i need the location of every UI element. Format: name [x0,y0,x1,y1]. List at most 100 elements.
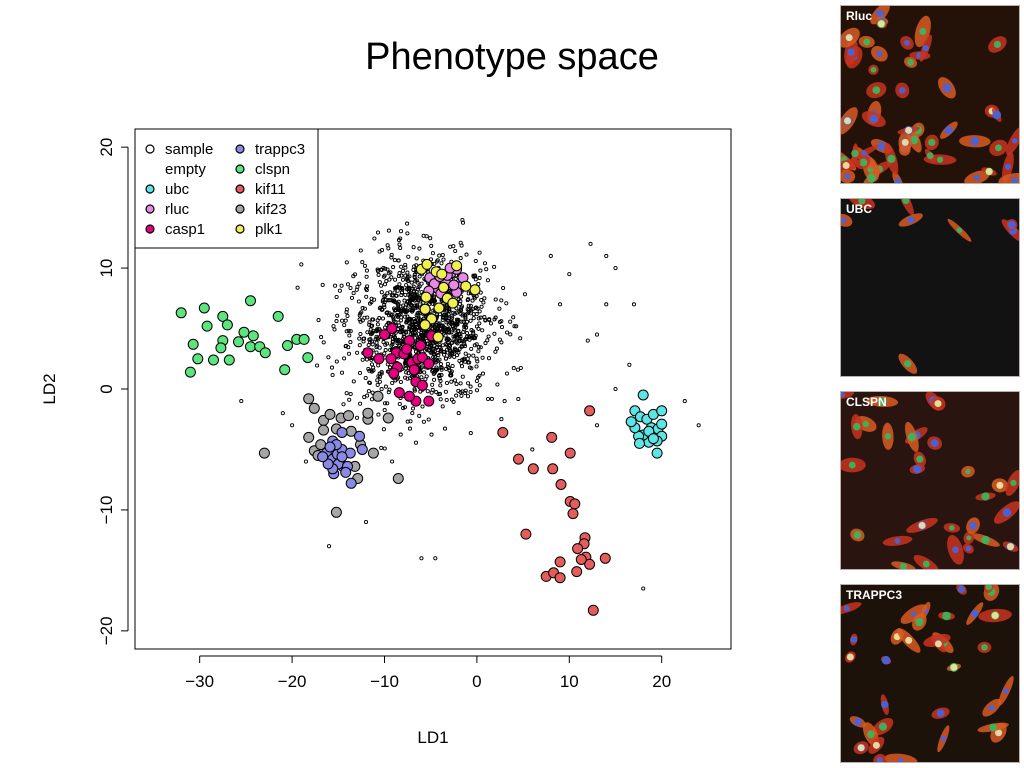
sample-point [467,307,472,312]
sample-point [445,308,450,313]
sample-point [299,262,304,267]
bright-cell [844,117,852,125]
sample-point [413,294,418,299]
sample-point [405,221,410,226]
bright-cell [845,34,853,42]
sample-point [445,336,450,341]
bright-cell [846,653,854,661]
sample-point [454,393,459,398]
y-tick-label: 20 [97,138,116,157]
sample-point [369,369,374,374]
legend-marker [235,204,245,214]
cell-nucleus [1003,688,1009,694]
sample-point [335,313,340,318]
cell-nucleus [969,521,977,530]
sample-point [460,374,465,379]
sample-point [425,389,430,394]
y-tick-label: −10 [97,496,116,525]
sample-point [486,334,491,339]
sample-point [464,252,469,257]
clspn-point [184,366,196,378]
sample-point [400,325,405,330]
cell-nucleus [1010,479,1017,487]
sample-point [504,371,510,376]
bright-cell [950,663,958,671]
sample-point [303,459,308,464]
sample-point [467,360,472,365]
legend-label: kif11 [255,181,286,198]
sample-point [380,316,386,321]
sample-point [437,253,442,258]
sample-point [385,310,390,315]
plk1-point [451,260,463,272]
sample-point [440,404,445,409]
cell-nucleus [930,439,939,448]
sample-point [374,340,379,345]
sample-point [501,285,506,291]
x-tick-label: −10 [370,672,399,691]
legend-marker [145,224,155,234]
sample-point [383,384,388,389]
page-title: Phenotype space [0,36,1024,79]
sample-point [444,397,449,403]
cell-nucleus [970,609,979,618]
sample-point [375,318,380,323]
sample-point [492,264,497,269]
plk1-point [436,268,448,280]
sample-point [437,372,442,378]
sample-point [516,396,521,402]
sample-point [478,268,483,273]
sample-point [382,302,387,307]
sample-point [405,270,410,275]
sample-point [407,325,412,330]
sample-point [339,283,344,288]
sample-point [447,342,452,348]
sample-point [463,315,468,320]
sample-point [382,294,387,299]
cell-nucleus [877,141,886,151]
cell-nucleus [949,525,955,531]
sample-point [375,328,380,333]
sample-point [483,341,488,346]
kif23-point [303,393,315,405]
sample-point [631,302,637,307]
sample-point [405,299,411,304]
sample-point [478,315,483,320]
sample-point [468,384,473,389]
sample-point [459,364,465,369]
sample-point [456,411,461,416]
cell-nucleus [877,397,887,406]
trappc3-point [356,444,368,455]
sample-point [415,311,420,316]
microscopy-panel-ubc: UBC [840,198,1020,377]
clspn-point [215,342,227,354]
sample-point [383,348,388,353]
sample-point [387,311,392,316]
sample-point [487,317,492,323]
clspn-point [201,320,213,332]
sample-point [466,381,471,386]
sample-point [381,340,386,345]
clspn-point [223,354,235,366]
sample-point [511,366,516,371]
cell-image [841,6,1019,183]
clspn-point [233,336,244,348]
sample-point [641,586,646,591]
sample-point [315,363,320,368]
sample-point [479,304,484,309]
sample-point [384,279,389,284]
kif11-point [554,556,566,568]
cell-nucleus [965,545,972,552]
sample-point [357,370,363,376]
sample-point [416,325,421,330]
sample-point [398,245,403,251]
kif11-point [584,405,596,417]
sample-point [604,302,609,307]
sample-point [342,323,347,328]
sample-point [344,329,349,334]
sample-point [468,431,473,436]
bright-cell [877,20,885,28]
cell-nucleus [867,173,877,183]
rluc-point [448,279,460,291]
casp1-point [423,358,435,370]
